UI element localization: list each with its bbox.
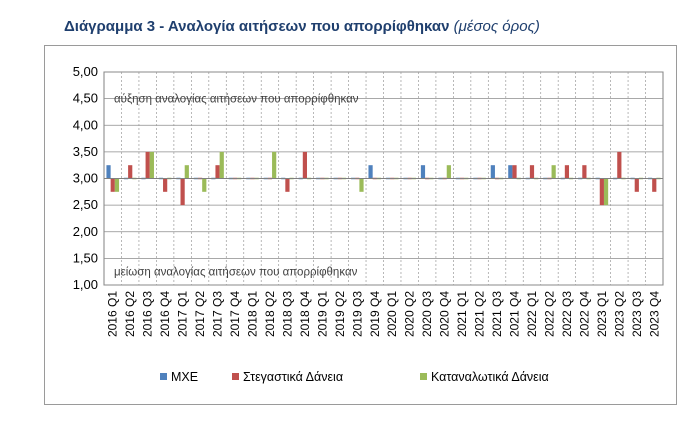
legend-label: ΜΧΕ <box>171 370 198 384</box>
x-tick-label: 2016 Q1 <box>106 291 120 337</box>
x-tick-label: 2019 Q4 <box>368 291 382 337</box>
x-tick-label: 2020 Q3 <box>420 291 434 337</box>
x-tick-label: 2020 Q2 <box>403 291 417 337</box>
x-tick-label: 2017 Q4 <box>228 291 242 337</box>
bar <box>551 165 556 179</box>
y-tick-label: 4,50 <box>73 91 98 106</box>
x-tick-label: 2022 Q3 <box>560 291 574 337</box>
x-tick-label: 2018 Q4 <box>298 291 312 337</box>
bar <box>603 178 609 206</box>
bar <box>302 151 307 179</box>
y-tick-label: 2,50 <box>73 197 98 212</box>
bar <box>163 178 168 192</box>
chart-frame <box>44 45 677 405</box>
bar <box>490 165 495 179</box>
bar <box>215 165 220 179</box>
bar <box>617 151 622 179</box>
legend-swatch <box>420 373 427 380</box>
x-tick-label: 2020 Q4 <box>438 291 452 337</box>
x-tick-label: 2016 Q4 <box>158 291 172 337</box>
bar <box>582 165 587 179</box>
y-tick-label: 1,00 <box>73 277 98 292</box>
bar <box>446 165 451 179</box>
x-tick-label: 2018 Q1 <box>245 291 259 337</box>
bar <box>106 165 111 179</box>
bar <box>184 165 189 179</box>
x-tick-label: 2022 Q4 <box>577 291 591 337</box>
bar <box>149 151 154 179</box>
y-tick-label: 1,50 <box>73 250 98 265</box>
bar <box>508 165 513 179</box>
bar <box>359 178 364 192</box>
x-tick-label: 2019 Q3 <box>350 291 364 337</box>
bar <box>420 165 426 179</box>
x-tick-label: 2021 Q4 <box>508 291 522 337</box>
x-tick-label: 2023 Q3 <box>630 291 644 337</box>
bar <box>272 151 277 179</box>
x-tick-label: 2023 Q1 <box>595 291 609 337</box>
x-tick-label: 2018 Q2 <box>263 291 277 337</box>
y-tick-label: 5,00 <box>73 64 98 79</box>
bar <box>652 178 657 192</box>
bar <box>110 178 115 192</box>
legend-label: Στεγαστικά Δάνεια <box>243 370 343 384</box>
bar <box>202 178 207 192</box>
bar <box>145 151 150 179</box>
annotation-increase: αύξηση αναλογίας αιτήσεων που απορρίφθηκ… <box>114 94 359 106</box>
bar <box>180 178 185 206</box>
chart-title-sub: (μέσος όρος) <box>453 18 540 35</box>
x-tick-label: 2023 Q2 <box>612 291 626 337</box>
x-tick-label: 2023 Q4 <box>647 291 661 337</box>
bar <box>114 178 120 192</box>
bar <box>285 178 290 192</box>
x-tick-label: 2022 Q1 <box>525 291 539 337</box>
legend-label: Καταναλωτικά Δάνεια <box>431 370 549 384</box>
x-tick-label: 2017 Q3 <box>211 291 225 337</box>
legend-swatch <box>160 373 167 380</box>
x-tick-label: 2016 Q2 <box>123 291 137 337</box>
x-tick-label: 2021 Q1 <box>455 291 469 337</box>
x-tick-label: 2017 Q1 <box>176 291 190 337</box>
annotation-decrease: μείωση αναλογίας αιτήσεων που απορρίφθηκ… <box>114 267 358 279</box>
x-tick-label: 2016 Q3 <box>141 291 155 337</box>
legend-swatch <box>232 373 239 380</box>
bar <box>564 165 570 179</box>
bar <box>128 165 133 179</box>
x-tick-label: 2018 Q3 <box>280 291 294 337</box>
bar <box>368 165 373 179</box>
y-tick-label: 3,50 <box>73 144 98 159</box>
y-tick-label: 3,00 <box>73 171 98 186</box>
bar <box>219 151 224 179</box>
x-tick-label: 2019 Q1 <box>315 291 329 337</box>
x-tick-label: 2021 Q2 <box>473 291 487 337</box>
bar <box>512 165 517 179</box>
y-tick-label: 4,00 <box>73 117 98 132</box>
chart-title: Διάγραμμα 3 - Αναλογία αιτήσεων που απορ… <box>64 18 664 35</box>
x-tick-label: 2022 Q2 <box>542 291 556 337</box>
bar <box>599 178 604 206</box>
x-tick-label: 2020 Q1 <box>385 291 399 337</box>
y-tick-label: 2,00 <box>73 224 98 239</box>
x-tick-label: 2017 Q2 <box>193 291 207 337</box>
x-tick-label: 2019 Q2 <box>333 291 347 337</box>
bar <box>529 165 535 179</box>
x-tick-label: 2021 Q3 <box>490 291 504 337</box>
bar <box>634 178 639 192</box>
chart-title-main: Διάγραμμα 3 - Αναλογία αιτήσεων που απορ… <box>64 18 450 35</box>
